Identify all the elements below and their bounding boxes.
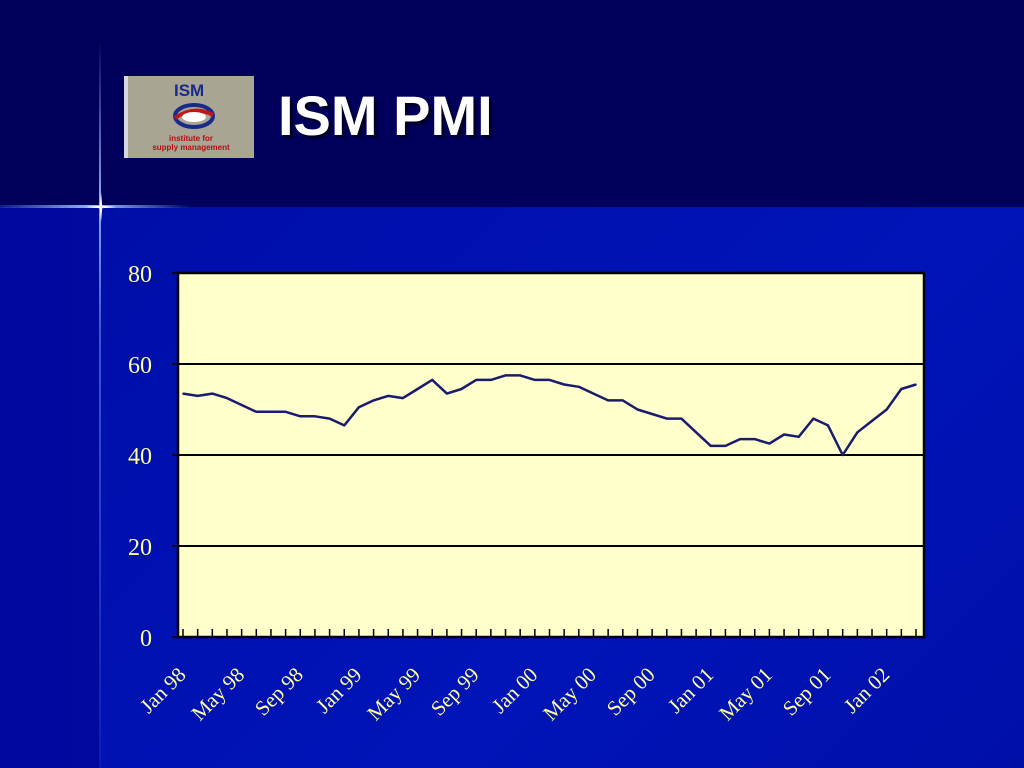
data-point [812, 417, 815, 420]
left-band [0, 207, 100, 768]
data-point [915, 383, 917, 386]
data-point [592, 392, 595, 395]
data-point [519, 374, 521, 377]
data-point [270, 410, 272, 413]
data-point [431, 379, 434, 381]
data-point [563, 383, 565, 386]
data-point [783, 433, 785, 436]
x-tick-label: Jan 00 [487, 663, 542, 718]
data-point [885, 408, 888, 411]
data-point [284, 410, 287, 413]
data-point [460, 388, 463, 390]
y-tick-label: 80 [128, 262, 152, 288]
x-tick-label: May 99 [362, 663, 425, 726]
x-tick-label: Jan 01 [663, 663, 718, 718]
y-tick-label: 0 [140, 626, 152, 652]
y-tick-label: 40 [128, 444, 152, 470]
x-tick-label: Jan 99 [311, 663, 366, 718]
data-point [416, 388, 419, 390]
data-point [475, 379, 478, 381]
data-point [211, 392, 214, 395]
ism-logo: ISM institute for supply management [124, 76, 254, 158]
x-tick-label: May 01 [714, 663, 777, 726]
x-tick-label: Jan 98 [135, 663, 190, 718]
x-tick-label: Sep 98 [250, 663, 308, 721]
y-tick-label: 60 [128, 353, 152, 379]
data-point [651, 413, 653, 415]
data-point [343, 424, 346, 427]
data-point [900, 388, 903, 390]
data-point [446, 392, 448, 395]
data-point [607, 399, 609, 402]
x-tick-label: Sep 99 [426, 663, 484, 721]
data-point [827, 424, 829, 427]
data-point [871, 420, 873, 422]
x-tick-label: Sep 00 [602, 663, 660, 721]
data-point [768, 442, 771, 445]
logo-caption-line1: institute for [169, 134, 213, 143]
data-point [753, 438, 756, 440]
logo-swoosh-icon [173, 103, 215, 129]
x-tick-label: May 98 [186, 663, 249, 726]
data-point [548, 379, 551, 381]
data-point [226, 397, 228, 399]
data-point [856, 431, 859, 434]
data-point [490, 379, 492, 381]
slide-title: ISM PMI [278, 84, 493, 147]
logo-ism-text: ISM [174, 81, 205, 100]
data-point [299, 415, 302, 418]
data-point [504, 374, 507, 377]
data-point [665, 417, 668, 420]
data-point [724, 445, 727, 447]
data-point [695, 431, 697, 434]
data-point [182, 392, 184, 395]
data-point [255, 410, 258, 413]
data-point [534, 379, 536, 381]
x-tick-label: Sep 01 [778, 663, 836, 721]
data-point [739, 438, 741, 440]
sparkle-icon [86, 192, 116, 222]
decorative-vertical-line [99, 40, 101, 768]
data-point [402, 397, 404, 399]
data-point [314, 415, 316, 418]
data-point [196, 395, 199, 397]
y-tick-label: 20 [128, 535, 152, 561]
x-tick-label: Jan 02 [839, 663, 894, 718]
data-point [328, 417, 331, 420]
logo-caption: institute for supply management [128, 134, 254, 152]
data-point [578, 385, 580, 388]
data-point [636, 408, 639, 411]
data-point [797, 436, 800, 438]
data-point [680, 417, 683, 420]
data-point [372, 399, 375, 402]
data-point [841, 454, 844, 456]
data-point [387, 395, 390, 397]
data-point [709, 445, 712, 447]
logo-caption-line2: supply management [152, 143, 230, 152]
data-point [622, 399, 624, 402]
data-point [240, 404, 243, 406]
data-point [358, 406, 360, 409]
x-tick-label: May 00 [538, 663, 601, 726]
